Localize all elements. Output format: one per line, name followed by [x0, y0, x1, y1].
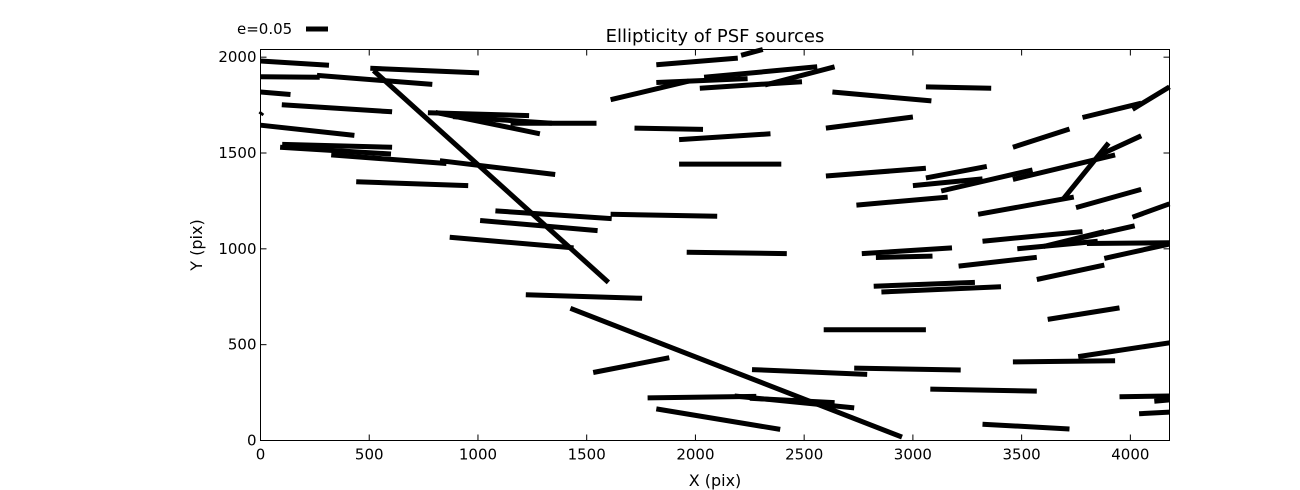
whisker-73 — [1098, 133, 1143, 158]
whisker-69 — [1075, 186, 1142, 211]
whisker-47 — [861, 245, 953, 257]
x-tick-label: 1000 — [459, 446, 497, 464]
whisker-9 — [316, 72, 433, 87]
whisker-39 — [749, 395, 835, 406]
x-tick-label: 1500 — [568, 446, 606, 464]
whisker-44 — [825, 114, 914, 131]
whisker-61 — [1012, 152, 1116, 182]
whisker-75 — [1119, 393, 1170, 400]
whisker-72 — [1086, 240, 1170, 246]
whisker-4 — [260, 122, 355, 138]
whisker-40 — [751, 367, 868, 377]
whisker-6 — [281, 102, 393, 115]
whisker-65 — [1036, 262, 1105, 282]
whisker-27 — [656, 55, 739, 68]
x-axis-label: X (pix) — [689, 471, 742, 490]
legend: e=0.05 — [237, 20, 328, 38]
whisker-77 — [1131, 84, 1171, 112]
whisker-59 — [982, 421, 1070, 432]
whisker-35 — [592, 355, 670, 375]
x-tick-label: 3000 — [894, 446, 932, 464]
whisker-31 — [764, 64, 836, 88]
whisker-56 — [958, 254, 1038, 269]
whisker-10 — [370, 65, 480, 76]
whisker-33 — [525, 292, 643, 301]
whisker-54 — [940, 167, 1034, 194]
whisker-0 — [260, 58, 330, 68]
whisker-5 — [282, 141, 393, 150]
whisker-46 — [856, 194, 948, 208]
whisker-79 — [1154, 397, 1170, 404]
whisker-22 — [634, 125, 704, 132]
whisker-29 — [740, 47, 764, 58]
whisker-70 — [1073, 223, 1136, 243]
whisker-8 — [331, 152, 447, 166]
x-tick-label: 2000 — [676, 446, 714, 464]
whisker-14 — [435, 109, 541, 137]
whisker-23 — [678, 131, 771, 143]
whisker-51 — [912, 176, 983, 189]
legend-label: e=0.05 — [237, 20, 292, 38]
whisker-2 — [260, 89, 291, 97]
whisker-62 — [1012, 126, 1071, 150]
whisker-42 — [854, 365, 961, 373]
x-tick-label: 3500 — [1003, 446, 1041, 464]
whisker-28 — [703, 64, 818, 80]
y-tick-label: 2000 — [218, 48, 256, 66]
whisker-71 — [1077, 340, 1170, 360]
whisker-34 — [569, 305, 903, 440]
whisker-52 — [925, 163, 988, 181]
whisker-50 — [881, 284, 1002, 295]
x-tick-label: 500 — [355, 446, 384, 464]
whisker-58 — [982, 229, 1083, 244]
axis-ticks: 0 500 1000 1500 2000 2500 3000 3500 4000 0 500 1000… — [218, 48, 1170, 464]
whisker-18 — [479, 218, 598, 234]
whisker-43 — [832, 89, 932, 104]
whisker-53 — [930, 386, 1037, 394]
whisker-45 — [825, 165, 927, 179]
x-tick-label: 0 — [256, 446, 266, 464]
y-tick-label: 0 — [247, 432, 257, 450]
whisker-26 — [656, 76, 748, 85]
chart-title: Ellipticity of PSF sources — [606, 26, 825, 47]
whisker-25 — [610, 78, 690, 103]
whisker-48 — [875, 253, 933, 260]
whisker-49 — [873, 279, 975, 289]
whisker-76 — [1131, 201, 1171, 220]
y-tick-label: 1000 — [218, 240, 256, 258]
whisker-11 — [356, 179, 469, 189]
whisker-marks — [258, 47, 1171, 440]
whisker-55 — [925, 84, 992, 91]
whisker-57 — [977, 194, 1075, 217]
whisker-21 — [610, 211, 718, 219]
whisker-19 — [449, 234, 574, 251]
whisker-78 — [1138, 409, 1170, 417]
whisker-16 — [439, 158, 556, 177]
whisker-7 — [279, 144, 392, 157]
whisker-32 — [686, 249, 787, 257]
whisker-66 — [1047, 305, 1120, 322]
plot-frame — [260, 49, 1170, 441]
whisker-60 — [1012, 358, 1116, 365]
whisker-74 — [1103, 241, 1171, 261]
whisker-17 — [495, 208, 612, 222]
whisker-68 — [1081, 100, 1142, 120]
x-tick-label: 2500 — [785, 446, 823, 464]
whisker-30 — [699, 79, 803, 91]
y-axis-label: Y (pix) — [187, 219, 206, 271]
x-tick-label: 4000 — [1111, 446, 1149, 464]
y-tick-label: 500 — [228, 336, 257, 354]
whisker-20 — [371, 68, 611, 285]
whisker-37 — [655, 406, 781, 432]
whisker-1 — [260, 74, 320, 80]
y-tick-label: 1500 — [218, 144, 256, 162]
